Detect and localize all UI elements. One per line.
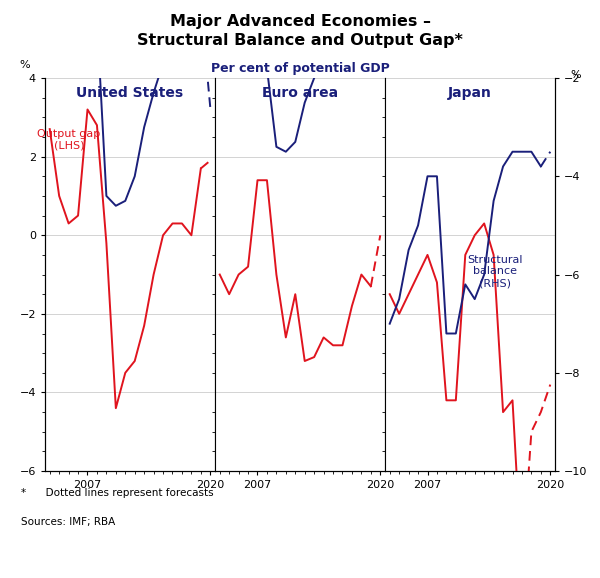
Text: Euro area: Euro area (262, 86, 338, 100)
Y-axis label: %: % (19, 60, 30, 70)
Text: *      Dotted lines represent forecasts: * Dotted lines represent forecasts (21, 488, 214, 498)
Text: Major Advanced Economies –
Structural Balance and Output Gap*: Major Advanced Economies – Structural Ba… (137, 14, 463, 48)
Text: United States: United States (76, 86, 184, 100)
Text: Japan: Japan (448, 86, 492, 100)
Text: Structural
balance
(RHS): Structural balance (RHS) (468, 255, 523, 288)
Text: Sources: IMF; RBA: Sources: IMF; RBA (21, 517, 115, 527)
Text: Per cent of potential GDP: Per cent of potential GDP (211, 62, 389, 75)
Text: Output gap
(LHS): Output gap (LHS) (37, 129, 100, 151)
Y-axis label: %: % (570, 70, 581, 80)
